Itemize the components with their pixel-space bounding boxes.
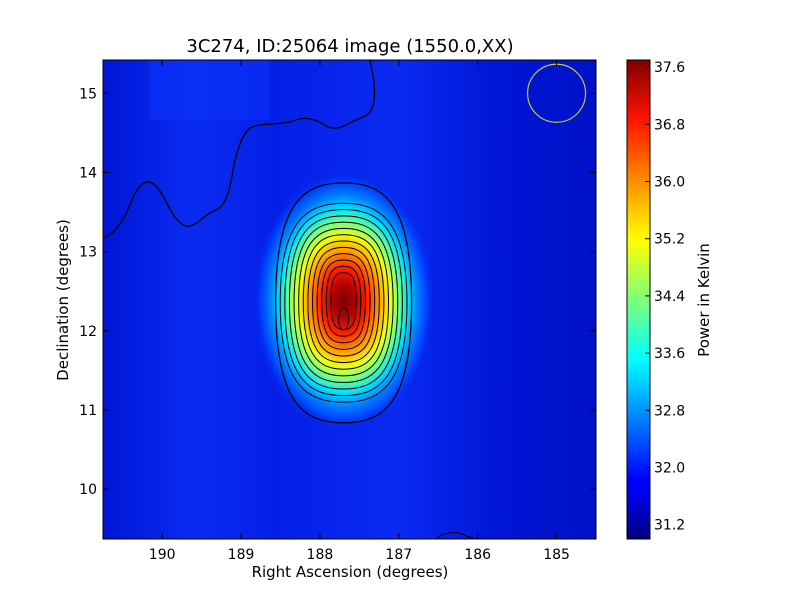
colorbar-tick-label: 36.0 — [654, 175, 685, 191]
contour-level — [316, 253, 371, 350]
bottom-contour-fragment — [435, 531, 479, 539]
y-axis-label: Declination (degrees) — [54, 219, 72, 381]
colorbar-label: Power in Kelvin — [695, 243, 713, 357]
colorbar-tick-label: 36.8 — [654, 117, 685, 133]
contour-level — [302, 234, 385, 370]
y-tick-label: 15 — [79, 86, 97, 102]
contour-level — [307, 240, 380, 364]
x-axis-ticks: 190 189 188 187 186 185 — [149, 60, 570, 563]
colorbar-gradient — [626, 59, 651, 540]
y-tick-label: 14 — [79, 165, 97, 181]
y-axis-ticks: 10 11 12 13 14 15 — [79, 86, 596, 498]
x-tick-label: 190 — [149, 547, 176, 563]
heatmap-plot: 190 189 188 187 186 185 10 11 12 13 14 15 — [79, 59, 597, 563]
contour-level — [330, 272, 357, 331]
contour-lines — [274, 182, 413, 424]
contour-level — [284, 209, 403, 397]
colorbar-tick-label: 33.6 — [654, 346, 685, 362]
x-axis-label: Right Ascension (degrees) — [252, 563, 449, 581]
y-tick-label: 12 — [79, 324, 97, 340]
y-tick-label: 11 — [79, 403, 97, 419]
outer-contour-wave — [103, 60, 376, 239]
contour-level — [312, 246, 376, 357]
plot-frame — [102, 59, 597, 540]
contour-level — [274, 182, 413, 424]
x-tick-label: 185 — [543, 547, 570, 563]
y-tick-label: 10 — [79, 482, 97, 498]
contour-level — [321, 259, 366, 344]
colorbar-tick-label: 35.2 — [654, 232, 685, 248]
colorbar-tick-label: 34.4 — [654, 289, 685, 305]
source-emission — [252, 169, 436, 433]
colorbar-tick-label: 32.0 — [654, 461, 685, 477]
contour-level — [325, 265, 362, 337]
colorbar-ticks: 31.2 32.0 32.8 33.6 34.4 35.2 36.0 36.8 37.6 — [645, 60, 685, 534]
x-tick-label: 188 — [307, 547, 334, 563]
colorbar-tick-label: 37.6 — [654, 60, 685, 76]
colorbar-tick-label: 31.2 — [654, 518, 685, 534]
contour-level — [288, 215, 399, 390]
colorbar: 31.2 32.0 32.8 33.6 34.4 35.2 36.0 36.8 37.6 Pow… — [626, 59, 713, 540]
peak-contour — [338, 307, 350, 331]
contour-level — [293, 221, 394, 383]
chart-title: 3C274, ID:25064 image (1550.0,XX) — [186, 36, 513, 57]
y-tick-label: 13 — [79, 245, 97, 261]
contour-level — [298, 227, 390, 377]
contour-level — [279, 202, 408, 403]
heatmap-top-glow — [150, 60, 270, 120]
x-tick-label: 186 — [464, 547, 491, 563]
x-tick-label: 189 — [228, 547, 255, 563]
colorbar-tick-label: 32.8 — [654, 403, 685, 419]
x-tick-label: 187 — [385, 547, 412, 563]
